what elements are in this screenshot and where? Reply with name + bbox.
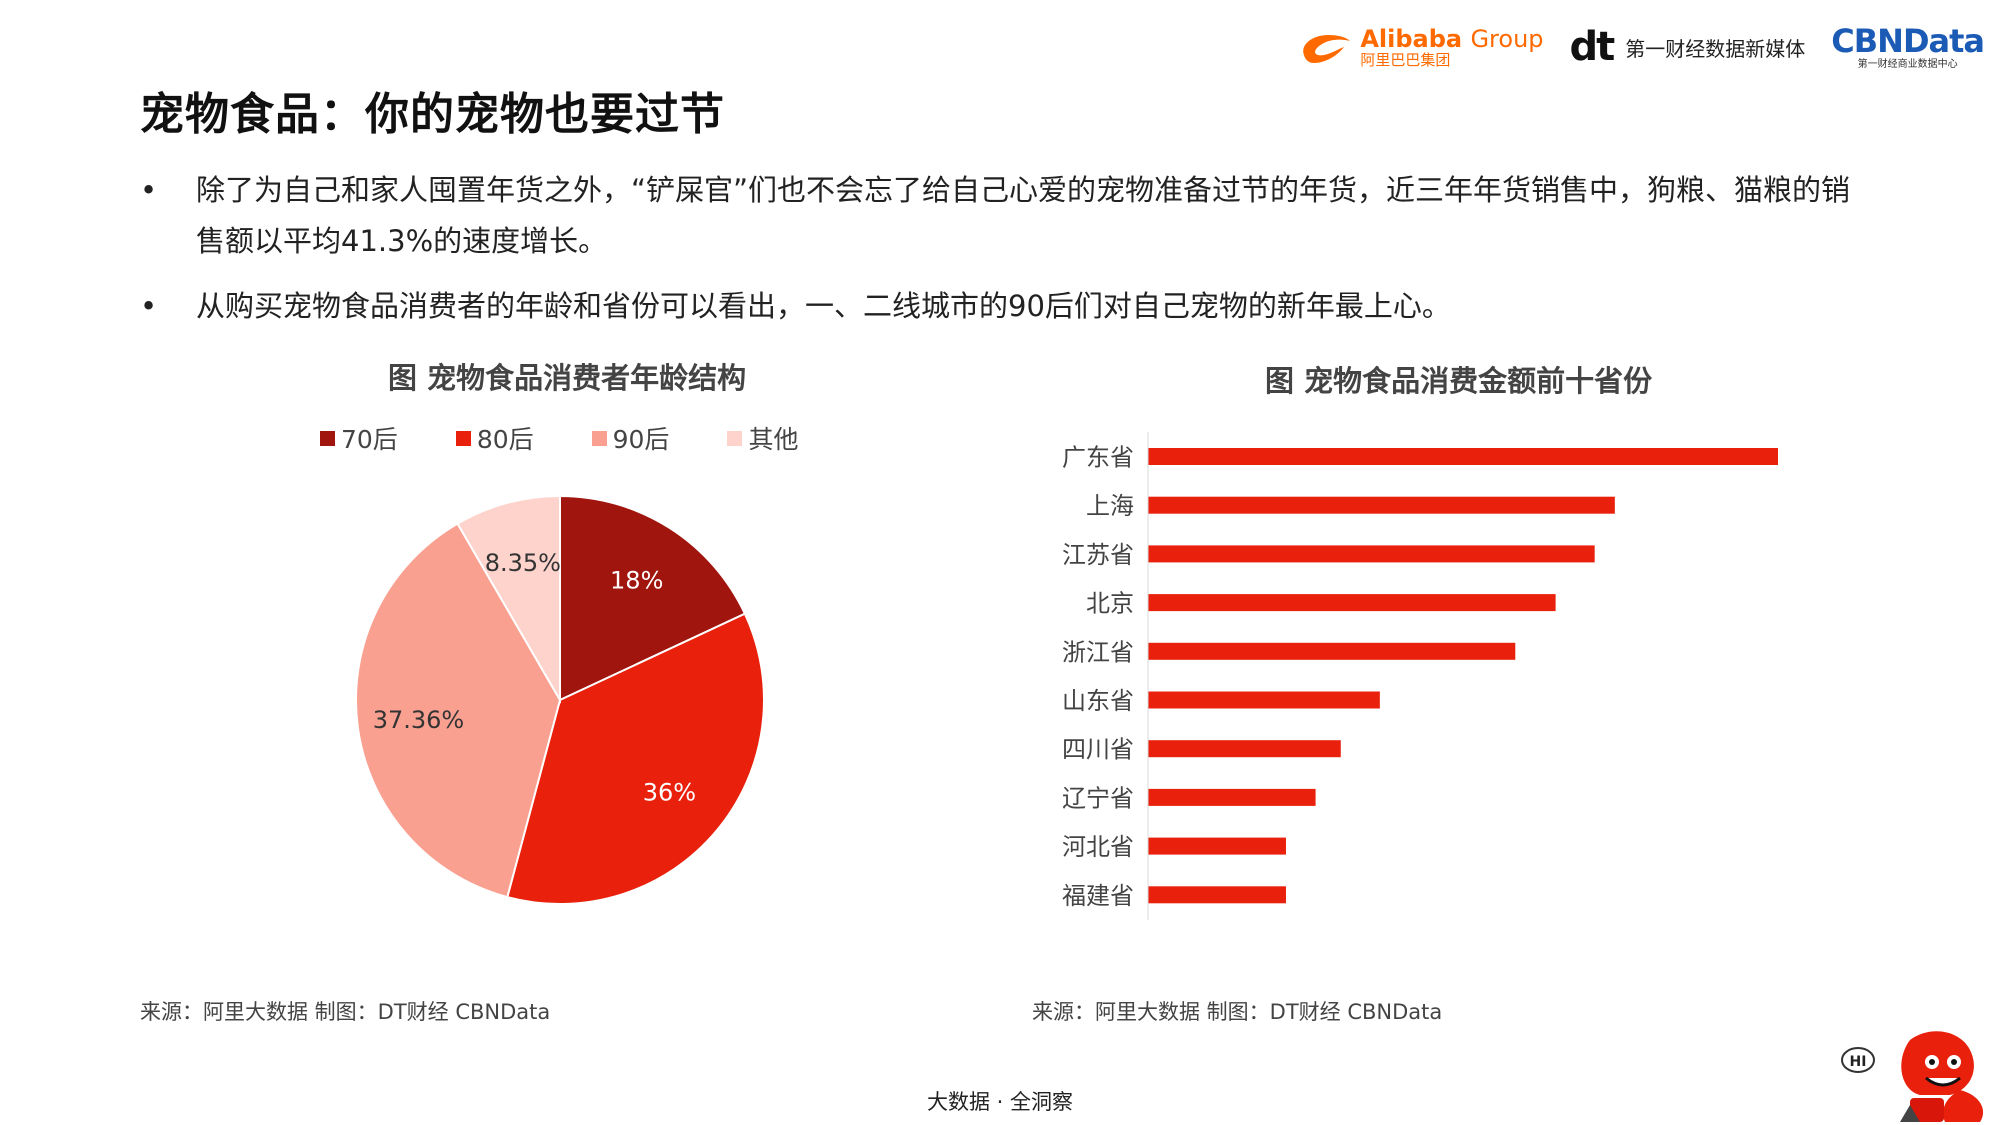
bar (1148, 788, 1316, 806)
footer-slogan: 大数据 · 全洞察 (926, 1090, 1074, 1114)
dt-logo-text: 第一财经数据新媒体 (1625, 36, 1806, 61)
dt-mark: dt (1569, 24, 1616, 70)
pie-legend: 70后 80后 90后 其他 (320, 420, 798, 456)
bar (1148, 740, 1341, 758)
page-title: 宠物食品：你的宠物也要过节 (140, 89, 725, 140)
legend-label: 80后 (476, 425, 534, 454)
bullet-marker: • (140, 173, 158, 207)
alibaba-wordmark: Alibaba Group (1360, 24, 1544, 53)
bar (1148, 691, 1380, 709)
bar (1148, 886, 1286, 904)
bar-category-label: 北京 (1086, 590, 1134, 618)
bullet-list: • 除了为自己和家人囤置年货之外，“铲屎官”们也不会忘了给自己心爱的宠物准备过节… (140, 165, 1860, 346)
bar (1148, 594, 1556, 612)
pie-slice (456, 494, 561, 704)
legend-swatch (727, 430, 743, 446)
source-note-right: 来源：阿里大数据 制图：DT财经 CBNData (1032, 1000, 1443, 1024)
pie-data-label: 18% (610, 567, 663, 595)
legend-label: 90后 (612, 425, 670, 454)
alibaba-mark-icon (1303, 35, 1351, 63)
bar-category-label: 山东省 (1062, 687, 1134, 715)
bar-category-label: 辽宁省 (1062, 784, 1134, 812)
bullet-item: • 从购买宠物食品消费者的年龄和省份可以看出，一、二线城市的90后们对自己宠物的… (140, 281, 1860, 332)
bullet-text: 从购买宠物食品消费者的年龄和省份可以看出，一、二线城市的90后们对自己宠物的新年… (196, 289, 1451, 323)
bullet-marker: • (140, 289, 158, 323)
legend-swatch (320, 430, 335, 446)
pie-chart: 18% 36% 37.36% 8.35% (355, 494, 765, 905)
bar-category-label: 江苏省 (1062, 541, 1134, 569)
bar (1148, 448, 1778, 465)
legend-item-other: 其他 (727, 420, 798, 456)
legend-item-70: 70后 (320, 420, 398, 456)
pie-data-label: 8.35% (485, 549, 561, 577)
bar-chart-title: 图 宠物食品消费金额前十省份 (1265, 364, 1653, 398)
legend-swatch (455, 430, 471, 446)
alibaba-chinese-name: 阿里巴巴集团 (1360, 50, 1451, 69)
legend-item-80: 80后 (455, 420, 534, 456)
mascot-speech-text: HI (1850, 1054, 1867, 1070)
lion-mascot-icon: HI (1841, 1031, 1984, 1122)
pie-slice (355, 522, 562, 899)
cbndata-subtitle: 第一财经商业数据中心 (1857, 58, 1958, 70)
bar (1148, 642, 1516, 660)
bar (1148, 496, 1615, 514)
bullet-item: • 除了为自己和家人囤置年货之外，“铲屎官”们也不会忘了给自己心爱的宠物准备过节… (140, 165, 1860, 267)
bar-category-label: 四川省 (1062, 736, 1134, 764)
bullet-text: 除了为自己和家人囤置年货之外，“铲屎官”们也不会忘了给自己心爱的宠物准备过节的年… (196, 173, 1851, 258)
pie-chart-title: 图 宠物食品消费者年龄结构 (388, 361, 747, 395)
pie-slice (506, 612, 765, 905)
cbndata-logo: CBNData 第一财经商业数据中心 (1831, 21, 1985, 70)
logo-bar: Alibaba Group 阿里巴巴集团 dt 第一财经数据新媒体 CBNDat… (1298, 21, 1985, 72)
bar-category-label: 广东省 (1062, 444, 1134, 472)
pie-data-label: 37.36% (373, 706, 465, 734)
legend-swatch (591, 430, 607, 446)
cbndata-wordmark: CBNData (1831, 21, 1985, 60)
bar-category-label: 上海 (1086, 492, 1134, 520)
bar-category-label: 福建省 (1062, 882, 1134, 910)
alibaba-logo: Alibaba Group 阿里巴巴集团 (1298, 24, 1544, 69)
source-note-left: 来源：阿里大数据 制图：DT财经 CBNData (140, 1000, 551, 1024)
pie-data-label: 36% (643, 779, 696, 807)
pie-slice (559, 494, 747, 702)
dt-logo: dt 第一财经数据新媒体 (1570, 24, 1806, 70)
bar (1148, 545, 1595, 563)
legend-label: 其他 (748, 425, 799, 454)
bar (1148, 837, 1286, 855)
bar-category-label: 河北省 (1062, 833, 1134, 861)
bar-category-label: 浙江省 (1062, 638, 1134, 666)
legend-item-90: 90后 (591, 420, 670, 456)
legend-label: 70后 (341, 425, 398, 454)
